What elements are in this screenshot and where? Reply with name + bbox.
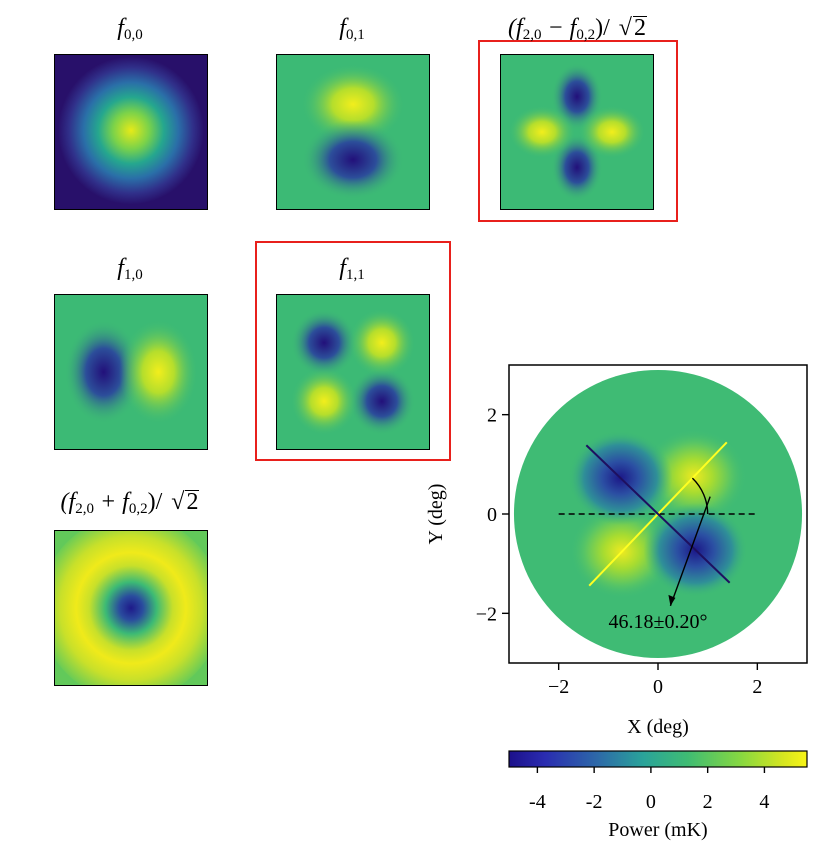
basis-panel-f20p02: (f2,0 + f0,2)/ √2 [10, 488, 250, 688]
colorbar-tick-label: 4 [759, 791, 769, 813]
basis-image-f11 [276, 294, 430, 450]
basis-panel-f10: f1,0 [40, 254, 220, 454]
negative-axis-line [585, 444, 731, 584]
panel-title: f1,0 [117, 255, 143, 283]
colorbar-ticks: -4 -2 0 2 4 [529, 767, 769, 813]
x-tick-label: 0 [653, 676, 663, 698]
x-tick-label: 2 [752, 676, 762, 698]
basis-image-f10 [54, 294, 208, 450]
x-axis-label: X (deg) [627, 716, 689, 738]
colorbar-label: Power (mK) [608, 819, 707, 841]
axis-ticks: −2 0 2 −2 0 2 [476, 405, 763, 698]
basis-image-f20p02 [54, 530, 208, 686]
basis-image-f20m02 [500, 54, 654, 210]
angle-arc [691, 477, 709, 515]
highlight-box-f20m02 [478, 40, 678, 222]
panel-title: f0,1 [339, 15, 365, 43]
basis-image-f01 [276, 54, 430, 210]
panel-title: f1,1 [339, 255, 365, 283]
annotation-arrow [669, 496, 711, 607]
basis-image-f00 [54, 54, 208, 210]
basis-panel-f00: f0,0 [40, 14, 220, 214]
colorbar-tick-label: -4 [529, 791, 546, 813]
y-tick-label: 2 [487, 405, 497, 427]
beam-overlay: 46.18±0.20° [558, 441, 758, 633]
annotation-arrowhead [668, 594, 676, 606]
basis-panel-f01: f0,1 [262, 14, 442, 214]
colorbar-tick-label: -2 [586, 791, 603, 813]
panel-title: f0,0 [117, 15, 143, 43]
colorbar-tick-label: 2 [703, 791, 713, 813]
highlight-box-f11 [255, 241, 451, 461]
y-axis-label: Y (deg) [425, 484, 447, 545]
panel-title: (f2,0 − f0,2)/ √2 [508, 15, 647, 43]
y-tick-label: 0 [487, 504, 497, 526]
colorbar [508, 750, 808, 768]
basis-panel-f11: f1,1 [262, 254, 442, 454]
colorbar-tick-label: 0 [646, 791, 656, 813]
panel-title: (f2,0 + f0,2)/ √2 [60, 489, 200, 517]
rotation-annotation: 46.18±0.20° [609, 611, 708, 633]
y-tick-label: −2 [476, 603, 497, 625]
x-tick-label: −2 [548, 676, 569, 698]
basis-panel-f20m02: (f2,0 − f0,2)/ √2 [470, 14, 685, 214]
